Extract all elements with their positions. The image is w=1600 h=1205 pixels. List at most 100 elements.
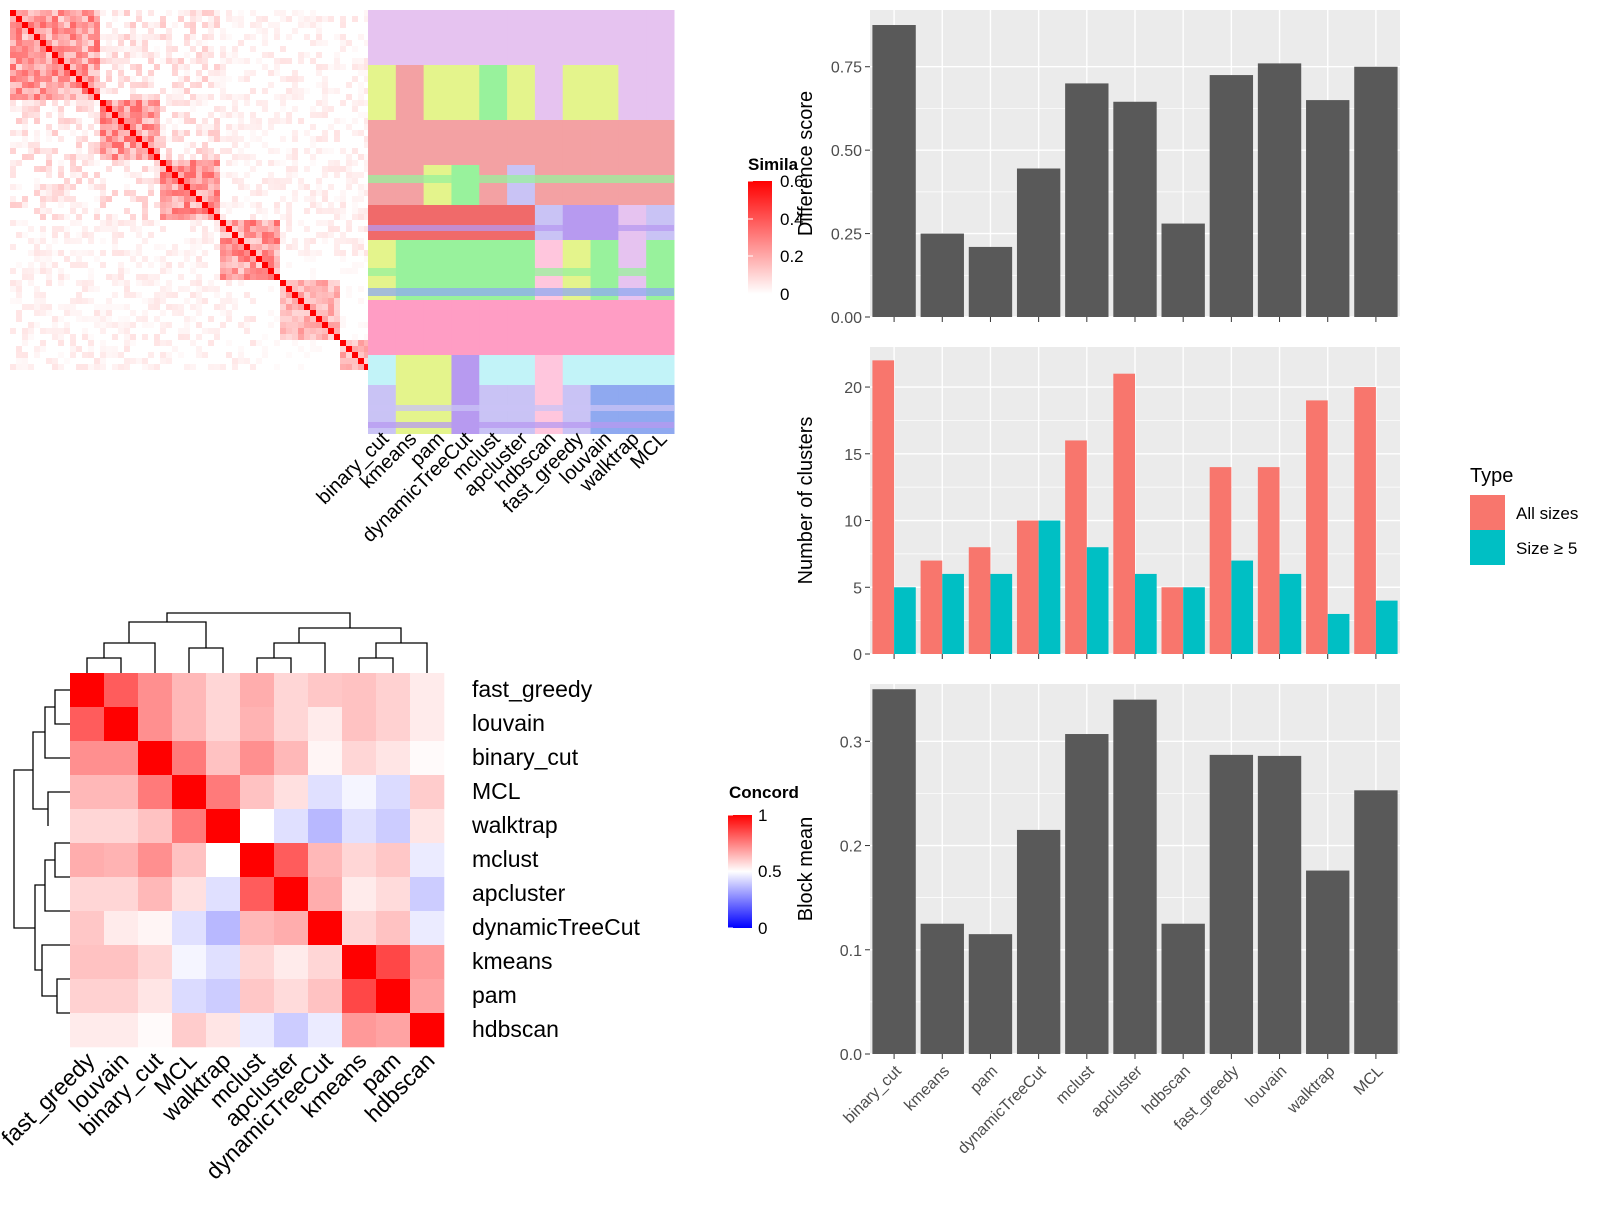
bar-size-ge-5 (942, 573, 964, 654)
similarity-cell (310, 322, 316, 328)
similarity-cell (184, 70, 190, 76)
similarity-cell (334, 166, 340, 172)
similarity-cell (52, 76, 58, 82)
similarity-cell (52, 232, 58, 238)
assignment-cell (562, 355, 592, 385)
similarity-cell (196, 280, 202, 286)
similarity-cell (286, 316, 292, 322)
similarity-cell (142, 34, 148, 40)
similarity-cell (244, 76, 250, 82)
similarity-cell (232, 142, 238, 148)
similarity-cell (340, 256, 346, 262)
similarity-cell (352, 352, 358, 358)
concordance-cell (70, 673, 105, 708)
similarity-cell (22, 22, 28, 28)
similarity-cell (220, 262, 226, 268)
similarity-cell (34, 136, 40, 142)
similarity-cell (28, 58, 34, 64)
similarity-cell (304, 310, 310, 316)
similarity-cell (178, 166, 184, 172)
similarity-cell (40, 190, 46, 196)
similarity-cell (250, 22, 256, 28)
similarity-cell (214, 364, 220, 370)
similarity-cell (76, 124, 82, 130)
similarity-cell (142, 280, 148, 286)
similarity-cell (40, 208, 46, 214)
similarity-cell (52, 34, 58, 40)
similarity-cell (262, 208, 268, 214)
similarity-cell (208, 16, 214, 22)
similarity-cell (322, 238, 328, 244)
similarity-cell (64, 88, 70, 94)
similarity-cell (226, 172, 232, 178)
similarity-cell (52, 316, 58, 322)
similarity-cell (94, 76, 100, 82)
similarity-cell (226, 256, 232, 262)
similarity-cell (280, 304, 286, 310)
similarity-cell (136, 292, 142, 298)
similarity-cell (274, 340, 280, 346)
similarity-cell (346, 286, 352, 292)
similarity-cell (286, 298, 292, 304)
similarity-cell (280, 160, 286, 166)
similarity-cell (82, 100, 88, 106)
similarity-cell (136, 10, 142, 16)
similarity-cell (160, 298, 166, 304)
assignment-cell (368, 65, 397, 120)
similarity-cell (118, 64, 124, 70)
similarity-cell (202, 100, 208, 106)
similarity-cell (274, 262, 280, 268)
similarity-cell (298, 10, 304, 16)
similarity-cell (190, 262, 196, 268)
assignment-cell (646, 165, 675, 205)
similarity-cell (166, 268, 172, 274)
bar-size-ge-5 (1231, 560, 1254, 654)
similarity-cell (184, 142, 190, 148)
similarity-cell (208, 238, 214, 244)
similarity-cell (250, 268, 256, 274)
similarity-cell (94, 22, 100, 28)
similarity-cell (82, 70, 88, 76)
similarity-cell (100, 220, 106, 226)
similarity-cell (310, 250, 316, 256)
similarity-cell (178, 172, 184, 178)
similarity-cell (310, 304, 316, 310)
similarity-cell (238, 178, 244, 184)
concordance-cell (104, 877, 139, 912)
x-tick-label: louvain (1243, 1063, 1291, 1111)
similarity-cell (352, 364, 358, 370)
similarity-cell (226, 268, 232, 274)
similarity-cell (148, 178, 154, 184)
similarity-cell (16, 358, 22, 364)
similarity-cell (46, 136, 52, 142)
similarity-cell (172, 250, 178, 256)
similarity-cell (292, 280, 298, 286)
similarity-cell (238, 262, 244, 268)
similarity-cell (232, 262, 238, 268)
assignment-cell (479, 120, 508, 165)
similarity-cell (322, 292, 328, 298)
similarity-cell (88, 280, 94, 286)
similarity-cell (190, 364, 196, 370)
similarity-cell (16, 310, 22, 316)
similarity-cell (148, 364, 154, 370)
similarity-cell (166, 340, 172, 346)
similarity-cell (16, 298, 22, 304)
similarity-cell (142, 256, 148, 262)
similarity-cell (40, 340, 46, 346)
similarity-cell (28, 64, 34, 70)
similarity-cell (172, 94, 178, 100)
assignment-cell (534, 120, 564, 165)
similarity-cell (226, 112, 232, 118)
similarity-cell (220, 202, 226, 208)
similarity-cell (316, 100, 322, 106)
bar (1065, 83, 1109, 317)
similarity-cell (208, 172, 214, 178)
similarity-cell (316, 286, 322, 292)
similarity-cell (34, 208, 40, 214)
similarity-cell (292, 286, 298, 292)
similarity-cell (184, 364, 190, 370)
similarity-cell (220, 58, 226, 64)
similarity-cell (52, 10, 58, 16)
similarity-cell (220, 46, 226, 52)
